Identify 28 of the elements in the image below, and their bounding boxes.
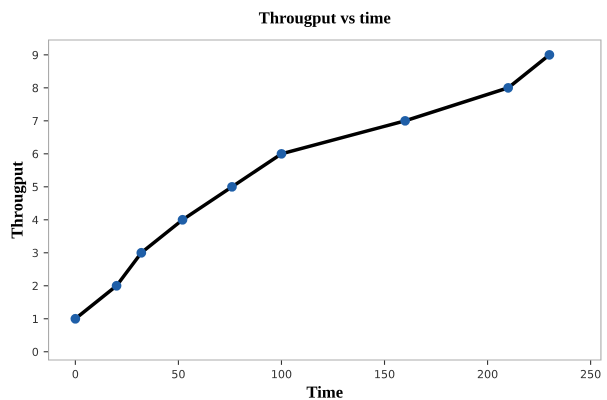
y-tick-label: 6 [32,150,38,158]
x-axis-title: Time [306,386,343,398]
y-tick-label: 2 [32,282,38,290]
point [136,248,146,258]
point [544,50,554,60]
point [503,82,514,93]
x-tick-label: 50 [172,370,185,378]
y-tick-label: 7 [32,116,38,126]
y-tick-label: 9 [32,50,38,60]
y-tick-label: 3 [32,248,38,258]
y-tick-label: 5 [32,182,38,192]
point [178,214,188,225]
y-tick-label: 4 [32,216,38,224]
x-tick-label: 200 [478,370,498,378]
y-axis-title: Througput [10,161,26,238]
y-tick-label: 8 [32,84,38,92]
y-tick-label: 0 [32,348,38,356]
point [70,314,80,324]
point [400,116,410,126]
x-tick-label: 150 [375,370,394,378]
point [112,280,122,291]
y-tick-label: 1 [32,314,38,323]
point [227,182,237,192]
x-tick-label: 250 [580,370,600,378]
x-tick-label: 0 [72,370,78,378]
chart-title: Througput vs time [258,12,390,28]
point [276,148,286,159]
x-tick-label: 100 [272,370,292,378]
